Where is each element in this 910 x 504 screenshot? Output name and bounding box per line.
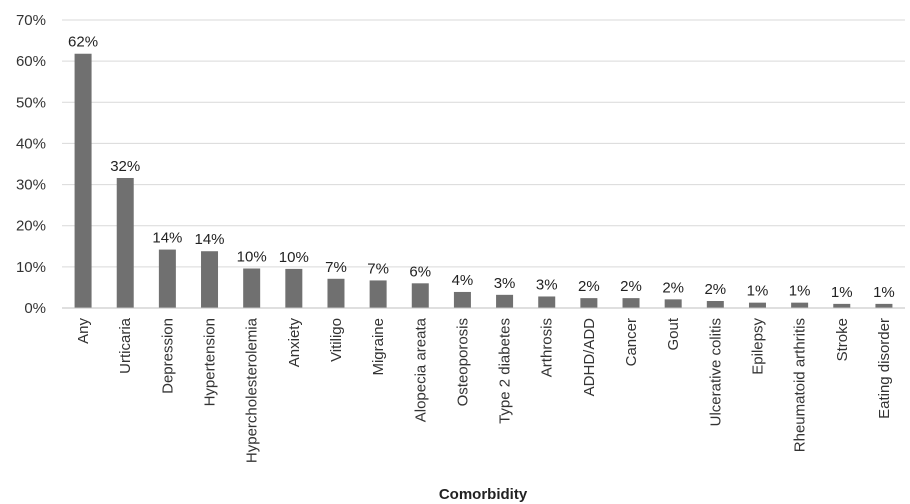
x-tick-label: Depression [159, 318, 176, 394]
y-tick-label: 30% [16, 177, 46, 194]
bar [833, 303, 851, 308]
data-label: 2% [578, 278, 600, 295]
bar [706, 301, 724, 308]
x-tick-label: Gout [665, 317, 682, 350]
x-tick-label: Alopecia areata [412, 317, 429, 422]
y-tick-label: 20% [16, 218, 46, 235]
bar [664, 299, 682, 308]
x-tick-label: Urticaria [117, 317, 134, 373]
x-tick-label: Migraine [370, 318, 387, 376]
data-label: 10% [279, 249, 309, 266]
y-tick-label: 60% [16, 53, 46, 70]
bar [748, 302, 766, 308]
data-label: 1% [831, 284, 853, 301]
bars [74, 53, 893, 308]
y-tick-label: 10% [16, 259, 46, 276]
bar [116, 177, 134, 308]
data-label: 2% [662, 279, 684, 296]
bar [158, 249, 176, 308]
bar [538, 296, 556, 308]
data-label: 14% [195, 231, 225, 248]
data-label: 1% [873, 284, 895, 301]
data-label: 7% [325, 259, 347, 276]
bar [369, 280, 387, 308]
x-tick-label: Hypercholesterolemia [244, 317, 261, 463]
bar [285, 268, 303, 308]
bar [496, 294, 514, 308]
data-label: 1% [747, 283, 769, 300]
data-label: 3% [536, 276, 558, 293]
bar [580, 298, 598, 308]
x-tick-label: Cancer [623, 318, 640, 366]
data-label: 3% [494, 275, 516, 292]
x-tick-label: Type 2 diabetes [497, 318, 514, 424]
bar [453, 291, 471, 308]
data-label: 62% [68, 34, 98, 51]
x-tick-label: Arthrosis [539, 318, 556, 377]
y-tick-label: 40% [16, 135, 46, 152]
data-label: 32% [110, 158, 140, 175]
bar [201, 251, 219, 308]
data-label: 2% [620, 278, 642, 295]
data-label: 2% [704, 281, 726, 298]
y-tick-label: 70% [16, 12, 46, 29]
x-tick-label: Any [75, 318, 92, 344]
gridlines [62, 19, 905, 268]
x-tick-label: ADHD/ADD [581, 318, 598, 397]
y-tick-label: 0% [24, 300, 46, 317]
x-tick-label: Epilepsy [749, 318, 766, 375]
x-axis-tick-labels: Any Urticaria Depression Hypertension Hyperc… [75, 317, 893, 463]
data-label: 4% [452, 272, 474, 289]
bar [411, 283, 429, 308]
bar [74, 53, 92, 308]
y-axis-tick-labels: 0% 10% 20% 30% 40% 50% 60% 70% [16, 12, 46, 317]
bar [791, 302, 809, 308]
data-label: 6% [409, 263, 431, 280]
data-label: 14% [152, 230, 182, 247]
x-tick-label: Eating disorder [876, 318, 893, 419]
data-labels: 62% 32% 14% 14% 10% 10% 7% 7% 6% 4% 3% 3% 2% 2% 2% 2% 1%… [68, 34, 895, 301]
x-tick-label: Hypertension [202, 318, 219, 406]
x-tick-label: Vitiligo [328, 318, 345, 362]
x-tick-label: Ulcerative colitis [707, 318, 724, 426]
bar [622, 298, 640, 308]
bar [327, 278, 345, 308]
x-tick-label: Osteoporosis [454, 318, 471, 406]
data-label: 7% [367, 260, 389, 277]
x-tick-label: Rheumatoid arthritis [792, 318, 809, 452]
x-axis-title: Comorbidity [439, 486, 528, 503]
y-tick-label: 50% [16, 94, 46, 111]
data-label: 10% [237, 249, 267, 266]
bar [243, 268, 261, 308]
data-label: 1% [789, 283, 811, 300]
bar [875, 303, 893, 308]
x-tick-label: Anxiety [286, 318, 303, 368]
x-tick-label: Stroke [834, 318, 851, 361]
